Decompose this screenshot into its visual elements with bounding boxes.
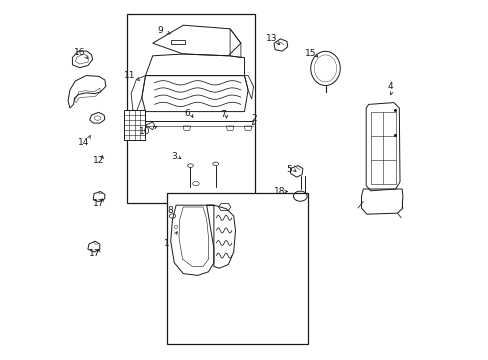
Text: 12: 12 bbox=[93, 156, 104, 165]
Bar bbox=[170, 40, 185, 44]
Text: 1: 1 bbox=[164, 238, 170, 248]
Text: 9: 9 bbox=[157, 26, 163, 35]
Text: 7: 7 bbox=[220, 110, 225, 119]
Text: 10: 10 bbox=[139, 127, 150, 136]
Text: 16: 16 bbox=[74, 48, 85, 57]
Text: 5: 5 bbox=[286, 165, 292, 174]
Bar bbox=[127, 14, 255, 203]
Text: 4: 4 bbox=[386, 82, 392, 91]
Text: 6: 6 bbox=[183, 109, 189, 118]
Text: 11: 11 bbox=[124, 71, 136, 80]
Text: 17: 17 bbox=[93, 199, 104, 208]
Bar bbox=[123, 110, 145, 140]
Text: 13: 13 bbox=[265, 34, 277, 43]
Text: 15: 15 bbox=[305, 49, 316, 58]
Text: 18: 18 bbox=[273, 187, 285, 196]
Text: 17: 17 bbox=[89, 249, 101, 258]
Text: 8: 8 bbox=[167, 206, 173, 215]
Bar bbox=[167, 193, 307, 344]
Text: 3: 3 bbox=[171, 152, 177, 161]
Text: 2: 2 bbox=[251, 114, 257, 123]
Text: 14: 14 bbox=[78, 138, 89, 147]
